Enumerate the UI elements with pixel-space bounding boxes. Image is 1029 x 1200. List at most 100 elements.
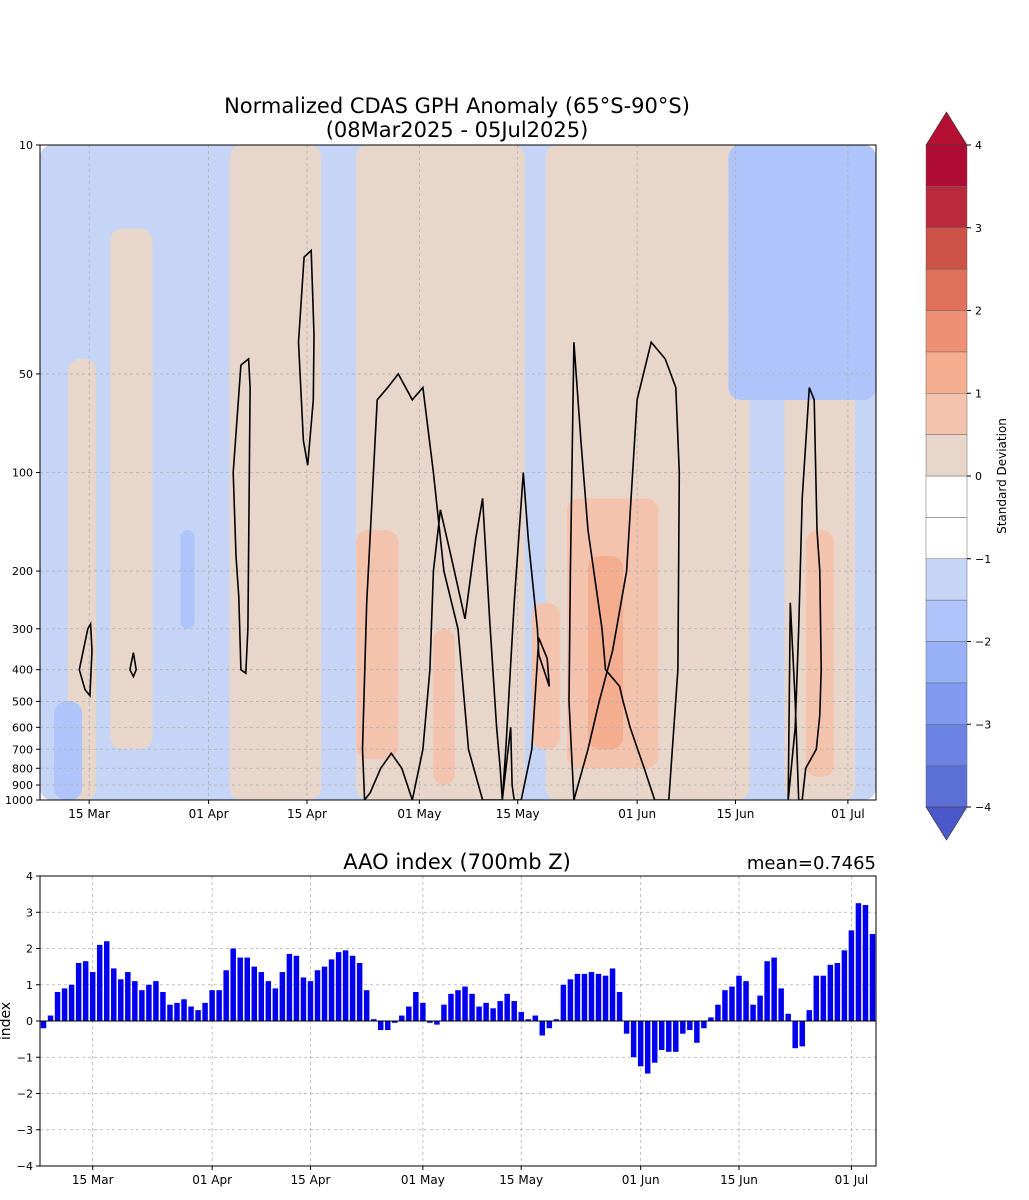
aao-bar (47, 1015, 54, 1021)
aao-bar (244, 957, 250, 1021)
aao-bar (139, 990, 145, 1021)
colorbar-segment (925, 393, 968, 435)
aao-bars (40, 903, 876, 1074)
top-y-axis: 10 50 100 200 300 400 500 600 700 800 900 1000 (5, 139, 40, 807)
aao-bar (743, 981, 749, 1022)
bottom-ytick-label: −3 (17, 1124, 33, 1137)
aao-bar (420, 1002, 426, 1022)
anomaly-band-14 (433, 628, 455, 786)
aao-bar (602, 975, 609, 1021)
colorbar-tick-label: 4 (975, 139, 982, 152)
anomaly-band-11 (587, 556, 624, 750)
colorbar-segment (925, 724, 968, 766)
aao-bar (525, 1019, 531, 1021)
bottom-ytick-label: 2 (26, 943, 33, 956)
aao-bar (630, 1021, 637, 1058)
aao-bar (265, 981, 272, 1022)
aao-bar (490, 1008, 496, 1021)
top-ytick-label: 100 (12, 467, 33, 480)
top-ytick-label: 900 (12, 779, 33, 792)
aao-bar (251, 966, 258, 1022)
top-xtick-label: 01 May (397, 807, 441, 821)
aao-bar (750, 1004, 756, 1021)
zero-contour-3 (297, 248, 315, 466)
bottom-xtick-label: 01 May (401, 1173, 445, 1187)
top-ytick-label: 1000 (5, 794, 33, 807)
aao-bar (377, 1021, 384, 1031)
aao-bar (680, 1021, 686, 1034)
aao-bar (160, 992, 166, 1021)
colorbar-segment (925, 558, 968, 601)
colorbar-segment (925, 227, 968, 270)
aao-bar (223, 970, 229, 1021)
aao-bar (356, 963, 363, 1021)
bottom-ytick-label: 1 (26, 979, 33, 992)
bottom-y-axis: 4 3 2 1 0 −1 −2 −3 −4 (17, 870, 40, 1173)
aao-bar (581, 973, 588, 1022)
aao-bar (230, 948, 236, 1021)
aao-bar (666, 1021, 672, 1052)
aao-bar (771, 957, 777, 1021)
colorbar-extend-min (925, 806, 968, 841)
top-ytick-label: 500 (12, 695, 33, 708)
colorbar-tick-label: −2 (975, 636, 991, 649)
aao-bar (385, 1021, 391, 1031)
aao-bar (637, 1021, 644, 1067)
anomaly-band-7 (728, 145, 876, 400)
bottom-xtick-label: 15 May (499, 1173, 543, 1187)
aao-bar (153, 981, 159, 1022)
colorbar-segment (925, 682, 968, 725)
zero-contour-4 (361, 372, 504, 800)
aao-bar (469, 993, 475, 1021)
aao-bar (715, 1004, 721, 1021)
aao-bar (476, 1006, 482, 1021)
aao-bar (413, 992, 419, 1021)
bottom-xtick-label: 15 Jun (720, 1173, 758, 1187)
colorbar-label: Standard Deviation (995, 418, 1009, 534)
bottom-ytick-label: 0 (26, 1015, 33, 1028)
aao-bar (427, 1021, 433, 1023)
anomaly-band-15 (54, 701, 83, 800)
chart-title: Normalized CDAS GPH Anomaly (65°S-90°S) (224, 94, 690, 118)
aao-bar (869, 934, 876, 1021)
aao-bar (806, 1010, 812, 1022)
aao-bar (729, 986, 735, 1021)
aao-bar (279, 972, 286, 1021)
aao-bar (258, 972, 265, 1021)
aao-bar (75, 963, 82, 1021)
colorbar-tick-label: −1 (975, 553, 991, 566)
aao-bar (406, 1006, 412, 1021)
aao-bar (146, 984, 152, 1021)
aao-bar (736, 975, 742, 1021)
zero-contours (78, 248, 823, 800)
mean-annotation: mean=0.7465 (747, 853, 876, 874)
aao-bar (434, 1021, 440, 1025)
aao-bar (174, 1002, 180, 1022)
top-xtick-label: 15 Jun (717, 807, 755, 821)
colorbar-segment (925, 351, 968, 394)
aao-bar (89, 972, 96, 1021)
top-x-axis: 15 Mar 01 Apr 15 Apr 01 May 15 May 01 Jun 15 J… (68, 800, 865, 821)
top-xtick-label: 15 May (496, 807, 540, 821)
aao-bar (314, 970, 321, 1021)
aao-bar (286, 953, 293, 1021)
aao-bar (785, 1013, 791, 1021)
aao-bar (855, 903, 862, 1021)
aao-bar (834, 963, 841, 1021)
aao-bar (441, 1004, 447, 1021)
aao-bar (841, 950, 848, 1021)
aao-bar (799, 1021, 805, 1047)
aao-bar (722, 990, 728, 1021)
anomaly-band-9 (356, 530, 399, 760)
bottom-xtick-label: 01 Apr (192, 1173, 232, 1187)
aao-bar (321, 966, 328, 1022)
aao-bar (125, 972, 131, 1021)
zero-contour-1 (129, 652, 138, 679)
aao-bar (511, 1001, 517, 1021)
aao-bar (363, 990, 370, 1021)
bottom-x-axis: 15 Mar 01 Apr 15 Apr 01 May 15 May 01 Jun 15 J… (72, 1166, 868, 1187)
bottom-xtick-label: 01 Jun (622, 1173, 660, 1187)
aao-bar (455, 990, 461, 1021)
top-xtick-label: 15 Mar (68, 807, 110, 821)
aao-bar (335, 952, 342, 1022)
